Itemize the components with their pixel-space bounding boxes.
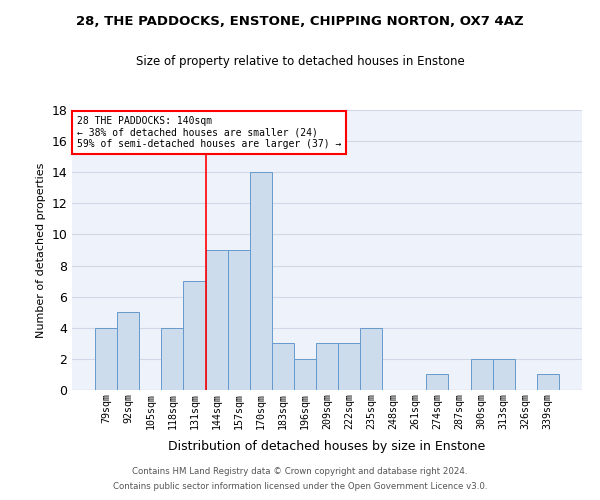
Y-axis label: Number of detached properties: Number of detached properties xyxy=(36,162,46,338)
Bar xyxy=(470,359,493,390)
Bar xyxy=(117,312,139,390)
Text: Contains HM Land Registry data © Crown copyright and database right 2024.: Contains HM Land Registry data © Crown c… xyxy=(132,467,468,476)
Text: Size of property relative to detached houses in Enstone: Size of property relative to detached ho… xyxy=(136,55,464,68)
Bar xyxy=(161,328,184,390)
Bar xyxy=(95,328,117,390)
Text: Contains public sector information licensed under the Open Government Licence v3: Contains public sector information licen… xyxy=(113,482,487,491)
Text: 28, THE PADDOCKS, ENSTONE, CHIPPING NORTON, OX7 4AZ: 28, THE PADDOCKS, ENSTONE, CHIPPING NORT… xyxy=(76,15,524,28)
Bar xyxy=(360,328,382,390)
Bar xyxy=(493,359,515,390)
Bar xyxy=(294,359,316,390)
Bar xyxy=(338,344,360,390)
Bar xyxy=(227,250,250,390)
Bar xyxy=(206,250,227,390)
Bar xyxy=(184,281,206,390)
Bar xyxy=(427,374,448,390)
Text: 28 THE PADDOCKS: 140sqm
← 38% of detached houses are smaller (24)
59% of semi-de: 28 THE PADDOCKS: 140sqm ← 38% of detache… xyxy=(77,116,341,149)
Bar xyxy=(250,172,272,390)
Bar xyxy=(316,344,338,390)
Bar xyxy=(537,374,559,390)
Bar xyxy=(272,344,294,390)
X-axis label: Distribution of detached houses by size in Enstone: Distribution of detached houses by size … xyxy=(169,440,485,453)
